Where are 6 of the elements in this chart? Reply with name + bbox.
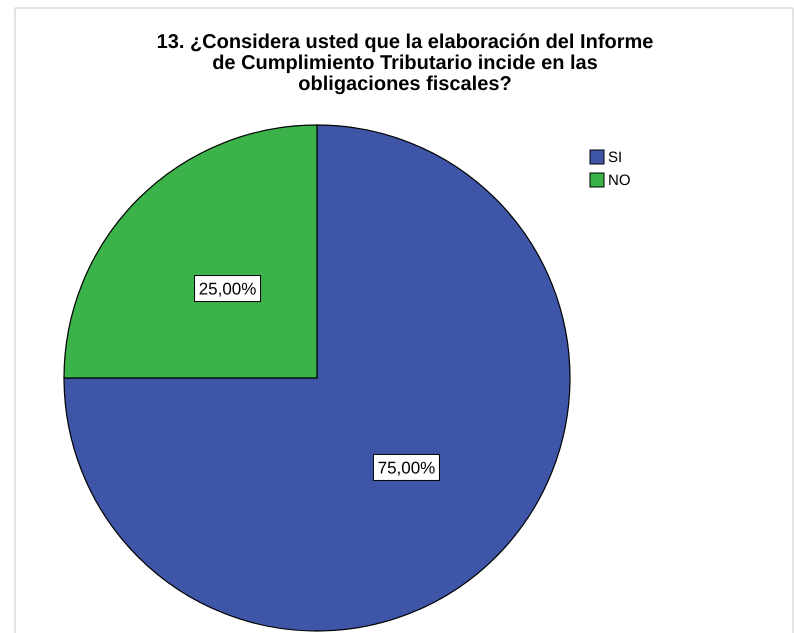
data-label: 75,00% [378,458,436,478]
legend-label: SI [608,149,622,166]
legend-label: NO [608,172,630,189]
data-label: 25,00% [198,280,256,298]
chart-title: 13. ¿Considera usted que la elaboración del Informe de Cumplimiento Tributario incide en las obligaciones fiscales? [156,31,654,95]
pie-slice [63,124,570,632]
